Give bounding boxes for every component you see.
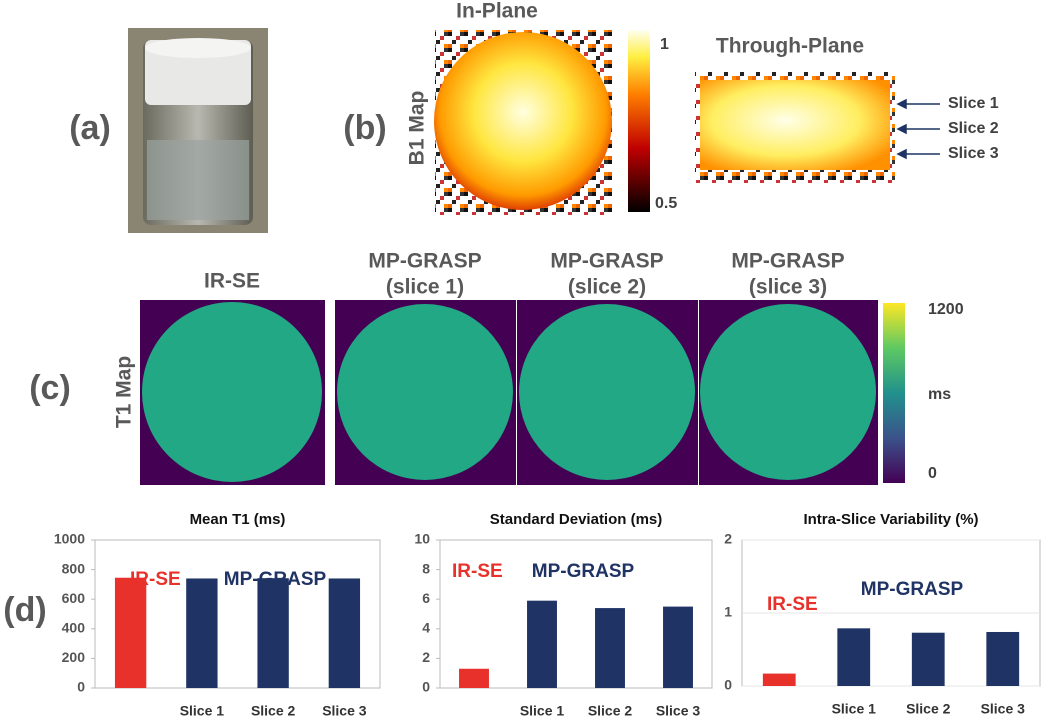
- x-tick-label: Slice 1: [832, 701, 877, 717]
- b1-in-plane-map: [434, 30, 612, 215]
- bar: [595, 608, 625, 688]
- annotation: MP-GRASP: [224, 569, 327, 590]
- colorbar: [628, 30, 650, 212]
- y-tick-label: 600: [62, 590, 86, 606]
- y-tick-label: 2: [724, 531, 732, 547]
- slice-label: Slice 2: [948, 120, 999, 137]
- x-tick-label: Slice 3: [656, 703, 701, 719]
- b1-through-plane-map: [695, 72, 895, 183]
- bar: [663, 606, 693, 688]
- chart-title: Intra-Slice Variability (%): [803, 511, 978, 528]
- image-title: Through-Plane: [716, 35, 864, 58]
- y-tick-label: 0: [724, 677, 732, 693]
- annotation: IR-SE: [452, 561, 503, 582]
- annotation: IR-SE: [130, 569, 181, 590]
- chart-title: Standard Deviation (ms): [490, 511, 663, 528]
- x-tick-label: Slice 2: [588, 703, 633, 719]
- slice-label: Slice 1: [948, 95, 999, 112]
- y-tick-label: 200: [62, 649, 86, 665]
- panel-label: (b): [343, 109, 386, 147]
- panel-label: (a): [69, 109, 111, 147]
- bar: [986, 631, 1020, 686]
- y-tick-label: 10: [414, 531, 430, 547]
- chart-title: Mean T1 (ms): [190, 511, 286, 528]
- phantom-photo: [128, 28, 268, 233]
- slice-label: Slice 3: [948, 145, 999, 162]
- bar: [459, 668, 489, 688]
- image-title: (slice 1): [386, 276, 464, 299]
- image-title: MP-GRASP: [368, 250, 481, 273]
- panel-label: (d): [3, 591, 46, 629]
- colorbar: [883, 303, 905, 483]
- x-tick-label: Slice 3: [981, 701, 1026, 717]
- y-tick-label: 6: [422, 590, 430, 606]
- colorbar-label: 1: [660, 36, 669, 53]
- image-title: (slice 2): [568, 276, 646, 299]
- plot-frame: [94, 539, 381, 689]
- x-tick-label: Slice 1: [520, 703, 565, 719]
- image-title: MP-GRASP: [731, 250, 844, 273]
- x-tick-label: Slice 2: [906, 701, 951, 717]
- y-tick-label: 2: [422, 649, 430, 665]
- y-tick-label: 4: [422, 620, 430, 636]
- image-title: (slice 3): [749, 276, 827, 299]
- bar: [527, 600, 557, 688]
- colorbar-label: 0.5: [655, 195, 677, 212]
- axis-label: B1 Map: [406, 91, 429, 166]
- y-tick-label: 400: [62, 620, 86, 636]
- image-title: MP-GRASP: [550, 250, 663, 273]
- colorbar-label: 0: [928, 465, 937, 482]
- slice-arrows: [896, 98, 940, 160]
- plot-frame: [439, 539, 713, 689]
- colorbar-label: ms: [928, 386, 951, 403]
- x-tick-label: Slice 1: [180, 703, 225, 719]
- panel-label: (c): [29, 369, 71, 407]
- y-tick-label: 8: [422, 560, 430, 576]
- x-tick-label: Slice 2: [251, 703, 296, 719]
- axis-label: T1 Map: [113, 356, 136, 428]
- x-tick-label: Slice 3: [322, 703, 367, 719]
- annotation: MP-GRASP: [861, 579, 964, 600]
- y-tick-label: 0: [422, 679, 430, 695]
- image-title: In-Plane: [456, 0, 538, 23]
- image-title: IR-SE: [204, 270, 260, 293]
- annotation: IR-SE: [767, 594, 818, 615]
- y-tick-label: 0: [77, 679, 85, 695]
- y-tick-label: 1000: [54, 531, 85, 547]
- bar: [911, 632, 945, 686]
- y-tick-label: 800: [62, 560, 86, 576]
- annotation: MP-GRASP: [532, 561, 635, 582]
- t1-maps: [140, 300, 878, 485]
- y-tick-label: 1: [724, 604, 732, 620]
- bar: [837, 628, 871, 686]
- colorbar-label: 1200: [928, 301, 964, 318]
- bar: [114, 577, 147, 688]
- bar: [186, 578, 218, 688]
- bar: [328, 578, 361, 688]
- bar: [762, 673, 796, 686]
- bar: [257, 578, 289, 688]
